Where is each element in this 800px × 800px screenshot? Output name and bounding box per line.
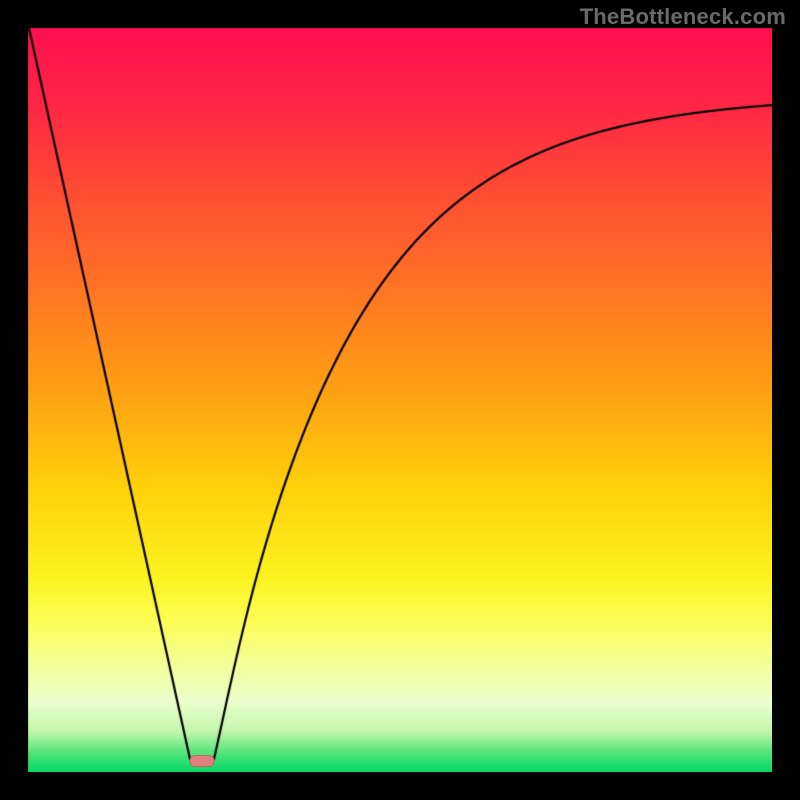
chart-container: TheBottleneck.com: [0, 0, 800, 800]
watermark-text: TheBottleneck.com: [580, 4, 786, 30]
bottleneck-curve: [0, 0, 800, 800]
